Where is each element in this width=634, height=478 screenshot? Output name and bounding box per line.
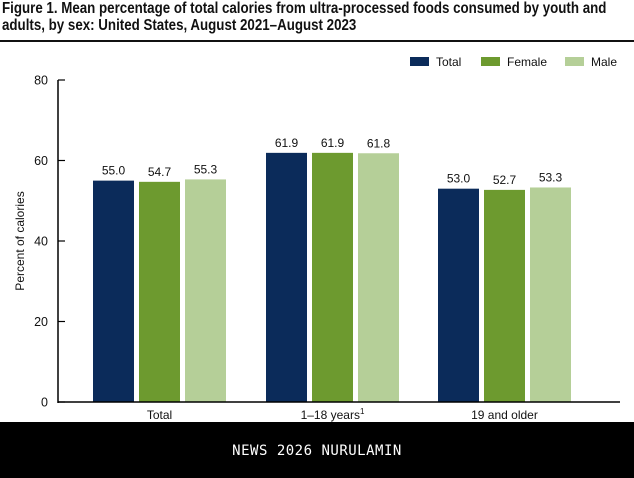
chart-title-line-2: adults, by sex: United States, August 20… [2,17,357,34]
y-tick-label: 40 [34,235,48,249]
data-label: 53.3 [539,170,563,184]
bar-female-1 [312,152,353,402]
bar-total-2 [438,188,479,402]
data-label: 53.0 [447,172,471,186]
data-label: 55.3 [194,162,218,176]
x-tick-label: 1–18 years1 [301,407,365,422]
bar-female-2 [484,189,525,402]
x-tick-label-text: 1–18 years [301,408,360,422]
chart-title: Figure 1. Mean percentage of total calor… [2,0,607,34]
data-label: 61.9 [321,136,345,150]
legend-swatch-total [410,57,429,66]
legend-label-male: Male [591,55,617,69]
legend-swatch-female [481,57,500,66]
x-tick-label: 19 and older [471,408,538,422]
bar-female-0 [139,181,180,402]
y-tick-label: 60 [34,154,48,168]
bar-male-1 [358,153,399,402]
bar-total-0 [93,180,134,402]
y-tick-label: 0 [41,396,48,410]
chart-title-line-1: Figure 1. Mean percentage of total calor… [2,0,607,17]
data-label: 54.7 [148,165,172,179]
legend-label-total: Total [436,55,461,69]
legend-label-female: Female [507,55,547,69]
footnote-superscript: 1 [360,407,365,416]
bar-male-0 [185,179,226,402]
bar-male-2 [530,187,571,402]
data-label: 55.0 [102,164,126,178]
data-label: 61.8 [367,136,391,150]
watermark-banner: NEWS 2026 NURULAMIN [0,422,634,478]
legend-swatch-male [565,57,584,66]
y-tick-label: 20 [34,315,48,329]
x-tick-label-text: Total [147,408,172,422]
watermark-text: NEWS 2026 NURULAMIN [232,443,402,459]
title-divider [0,40,634,42]
bar-total-1 [266,152,307,402]
x-tick-label-text: 19 and older [471,408,538,422]
x-tick-label: Total [147,408,172,422]
bar-chart: 0 20 40 60 80 Percent of calories 55.0 54.7 55.3… [13,55,620,422]
data-label: 61.9 [275,136,299,150]
data-label: 52.7 [493,173,517,187]
y-tick-label: 80 [34,74,48,88]
y-axis-label: Percent of calories [13,191,27,290]
